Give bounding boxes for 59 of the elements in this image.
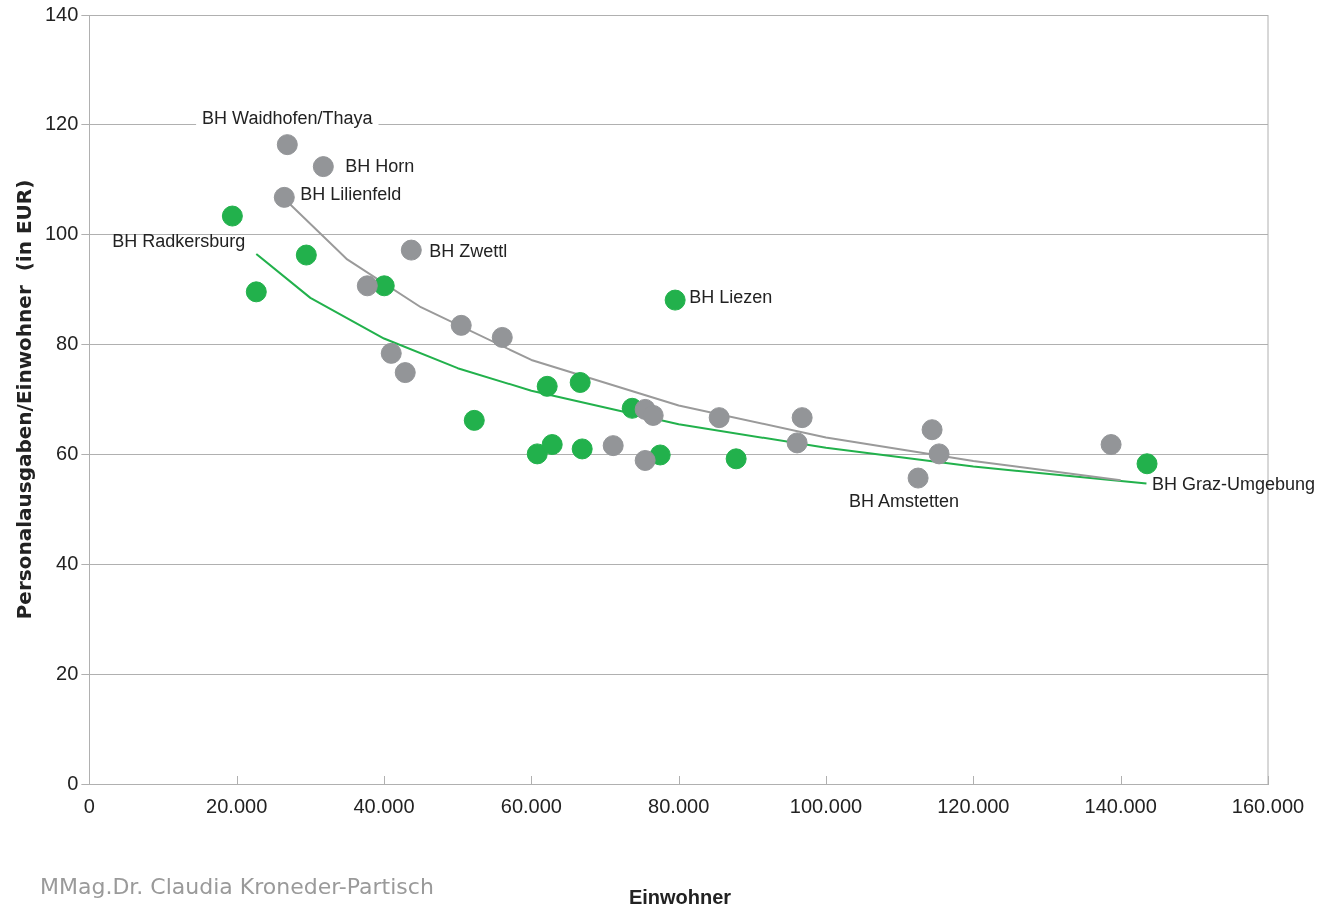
annotation: BH Zwettl xyxy=(429,241,508,262)
x-tick-label: 40.000 xyxy=(353,794,415,817)
point xyxy=(245,281,267,303)
point xyxy=(725,448,747,470)
y-tick-label: 100 xyxy=(44,222,79,245)
point xyxy=(276,134,298,156)
text: MMag.Dr. Claudia Kroneder-Partisch xyxy=(40,874,434,899)
y-tick-label: 140 xyxy=(44,2,79,25)
point xyxy=(312,156,334,178)
x-tick-label: 140.000 xyxy=(1084,794,1157,817)
annotation: BH Liezen xyxy=(689,287,773,308)
x-tick-label: 120.000 xyxy=(937,794,1010,817)
point xyxy=(786,432,808,454)
y-tick-label: 80 xyxy=(56,332,79,355)
x-tick-label: 20.000 xyxy=(206,794,268,817)
point xyxy=(536,375,558,397)
point xyxy=(541,434,563,456)
point xyxy=(571,438,593,460)
point xyxy=(708,407,730,429)
point xyxy=(526,443,548,465)
y-tick-label: 0 xyxy=(67,771,79,794)
annotation: BH Lilienfeld xyxy=(300,184,402,205)
point xyxy=(394,362,416,384)
annotation: BH Amstetten xyxy=(849,491,960,512)
point xyxy=(634,449,656,471)
annotation: BH Graz-Umgebung xyxy=(1152,473,1316,494)
annotation: BH Horn xyxy=(345,155,415,176)
x-axis-title: Einwohner xyxy=(628,886,732,908)
point xyxy=(221,205,243,227)
point xyxy=(664,289,686,311)
point xyxy=(400,239,422,261)
y-tick-label: 120 xyxy=(44,112,79,135)
point xyxy=(450,314,472,336)
point xyxy=(907,467,929,489)
point xyxy=(1136,453,1158,475)
x-tick-label: 160.000 xyxy=(1231,794,1305,817)
annotation: BH Waidhofen/Thaya xyxy=(202,107,374,128)
point xyxy=(295,244,317,266)
y-tick-label: 40 xyxy=(56,551,79,574)
point xyxy=(921,419,943,441)
y-tick-label: 20 xyxy=(56,661,79,684)
point xyxy=(491,326,513,348)
point xyxy=(602,435,624,457)
annotation: BH Radkersburg xyxy=(112,231,246,252)
x-tick-label: 60.000 xyxy=(500,794,562,817)
point xyxy=(642,404,664,426)
point xyxy=(463,409,485,431)
point xyxy=(791,407,813,429)
point xyxy=(356,275,378,297)
point xyxy=(1100,434,1122,456)
x-tick-label: 100.000 xyxy=(789,794,863,817)
y-tick-label: 60 xyxy=(56,441,79,464)
point xyxy=(273,186,295,208)
x-tick-label: 80.000 xyxy=(648,794,710,817)
point xyxy=(928,443,950,465)
point xyxy=(380,342,402,364)
point xyxy=(569,371,591,393)
y-axis-title: Personalausgaben/Einwohner (in EUR) xyxy=(12,179,37,620)
x-tick-label: 0 xyxy=(83,794,95,817)
